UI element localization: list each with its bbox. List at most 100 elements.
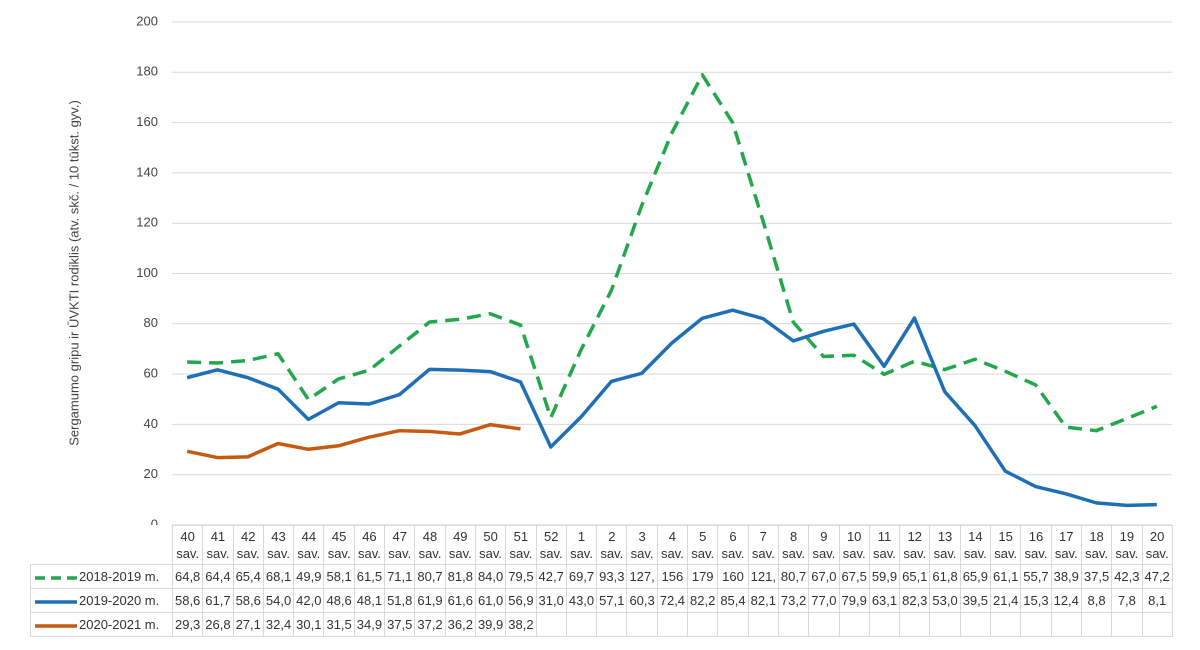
data-label: 58,6 xyxy=(171,588,204,613)
legend-swatch xyxy=(35,575,77,580)
y-tick-label: 140 xyxy=(136,164,158,179)
data-label: 61,7 xyxy=(202,588,234,613)
x-tick-label: 6 sav. xyxy=(717,525,749,565)
data-label: 61,1 xyxy=(990,564,1022,589)
series-row: 2019-2020 m. 58,6 61,7 58,6 54,0 42,0 48,6 48,1… xyxy=(30,588,1173,613)
data-label: 72,4 xyxy=(656,588,689,613)
series-line xyxy=(186,308,1157,508)
x-tick-label: 1 sav. xyxy=(565,525,598,565)
legend-label: 2020-2021 m. xyxy=(79,617,160,632)
header-row: 40 sav. 41 sav. 42 sav. 43 sav. 44 sav. 45 sa… xyxy=(31,525,1173,565)
data-label: 71,1 xyxy=(384,564,416,589)
x-tick-label: 20 sav. xyxy=(1141,525,1173,565)
legend-cell: 2018-2019 m. xyxy=(30,564,173,589)
series-line xyxy=(187,73,1158,433)
data-label: 58,1 xyxy=(323,564,355,589)
x-tick-label: 52 sav. xyxy=(535,525,567,565)
x-tick-label: 47 sav. xyxy=(384,525,416,565)
data-label xyxy=(1111,612,1143,637)
x-tick-label: 9 sav. xyxy=(808,525,840,565)
x-tick-label: 41 sav. xyxy=(202,525,234,565)
data-label: 38,9 xyxy=(1050,564,1082,589)
data-label: 56,9 xyxy=(505,588,537,613)
data-label: 127, xyxy=(626,564,658,589)
legend-swatch xyxy=(35,623,77,628)
data-label xyxy=(656,612,689,637)
x-tick-label: 45 sav. xyxy=(323,525,355,565)
x-tick-label: 19 sav. xyxy=(1111,525,1143,565)
x-tick-label: 50 sav. xyxy=(474,525,507,565)
data-label xyxy=(899,612,931,637)
y-tick-label: 180 xyxy=(136,64,158,79)
data-label: 12,4 xyxy=(1050,588,1082,613)
data-label: 30,1 xyxy=(293,612,325,637)
y-tick-label: 60 xyxy=(144,366,158,381)
data-label: 61,6 xyxy=(444,588,476,613)
legend-swatch xyxy=(35,599,77,604)
data-label: 8,1 xyxy=(1141,588,1173,613)
data-label: 29,3 xyxy=(171,612,204,637)
data-label xyxy=(990,612,1022,637)
data-label: 47,2 xyxy=(1141,564,1173,589)
x-tick-label: 3 sav. xyxy=(626,525,658,565)
data-label: 61,9 xyxy=(414,588,446,613)
y-tick-label: 200 xyxy=(136,13,158,28)
data-label xyxy=(626,612,658,637)
data-label: 79,9 xyxy=(838,588,870,613)
data-label: 67,0 xyxy=(808,564,840,589)
data-label: 59,9 xyxy=(868,564,901,589)
x-tick-label: 15 sav. xyxy=(990,525,1022,565)
data-label: 156 xyxy=(656,564,689,589)
data-label: 64,4 xyxy=(202,564,234,589)
series-row: 2018-2019 m. 64,8 64,4 65,4 68,1 49,9 58,1 61,5… xyxy=(30,564,1173,589)
y-tick-label: 40 xyxy=(144,416,158,431)
data-label: 82,2 xyxy=(687,588,719,613)
data-label: 42,0 xyxy=(293,588,325,613)
data-label: 15,3 xyxy=(1020,588,1052,613)
data-label: 82,3 xyxy=(899,588,931,613)
x-tick-label: 10 sav. xyxy=(838,525,870,565)
legend-cell: 2020-2021 m. xyxy=(30,612,173,637)
data-label: 121, xyxy=(747,564,779,589)
data-label: 61,0 xyxy=(474,588,507,613)
data-label: 179 xyxy=(687,564,719,589)
data-label: 58,6 xyxy=(232,588,264,613)
data-label xyxy=(929,612,961,637)
data-label: 81,8 xyxy=(444,564,476,589)
corner-cell xyxy=(31,526,173,565)
data-label: 39,5 xyxy=(959,588,992,613)
data-label: 60,3 xyxy=(626,588,658,613)
data-label: 80,7 xyxy=(414,564,446,589)
data-label: 80,7 xyxy=(777,564,810,589)
data-label: 37,5 xyxy=(384,612,416,637)
data-label: 48,1 xyxy=(353,588,386,613)
data-label xyxy=(596,612,628,637)
data-label: 77,0 xyxy=(808,588,840,613)
x-tick-label: 7 sav. xyxy=(747,525,779,565)
data-label: 64,8 xyxy=(171,564,204,589)
data-label xyxy=(1080,612,1113,637)
legend-label: 2019-2020 m. xyxy=(79,593,160,608)
x-tick-label: 4 sav. xyxy=(656,525,689,565)
data-table: 40 sav. 41 sav. 42 sav. 43 sav. 44 sav. 45 sa… xyxy=(30,525,1173,637)
data-label: 160 xyxy=(717,564,749,589)
data-label: 37,2 xyxy=(414,612,446,637)
y-tick-label: 80 xyxy=(144,315,158,330)
x-tick-label: 18 sav. xyxy=(1080,525,1113,565)
data-label xyxy=(868,612,901,637)
data-label: 65,4 xyxy=(232,564,264,589)
series-line xyxy=(186,422,521,460)
data-label: 82,1 xyxy=(747,588,779,613)
data-label: 37,5 xyxy=(1080,564,1113,589)
data-label: 7,8 xyxy=(1111,588,1143,613)
x-tick-label: 51 sav. xyxy=(505,525,537,565)
y-tick-label: 100 xyxy=(136,265,158,280)
y-tick-label: 20 xyxy=(144,466,158,481)
data-label: 55,7 xyxy=(1020,564,1052,589)
data-label: 73,2 xyxy=(777,588,810,613)
data-label: 69,7 xyxy=(565,564,598,589)
data-label: 51,8 xyxy=(384,588,416,613)
x-tick-label: 46 sav. xyxy=(353,525,386,565)
data-label: 63,1 xyxy=(868,588,901,613)
